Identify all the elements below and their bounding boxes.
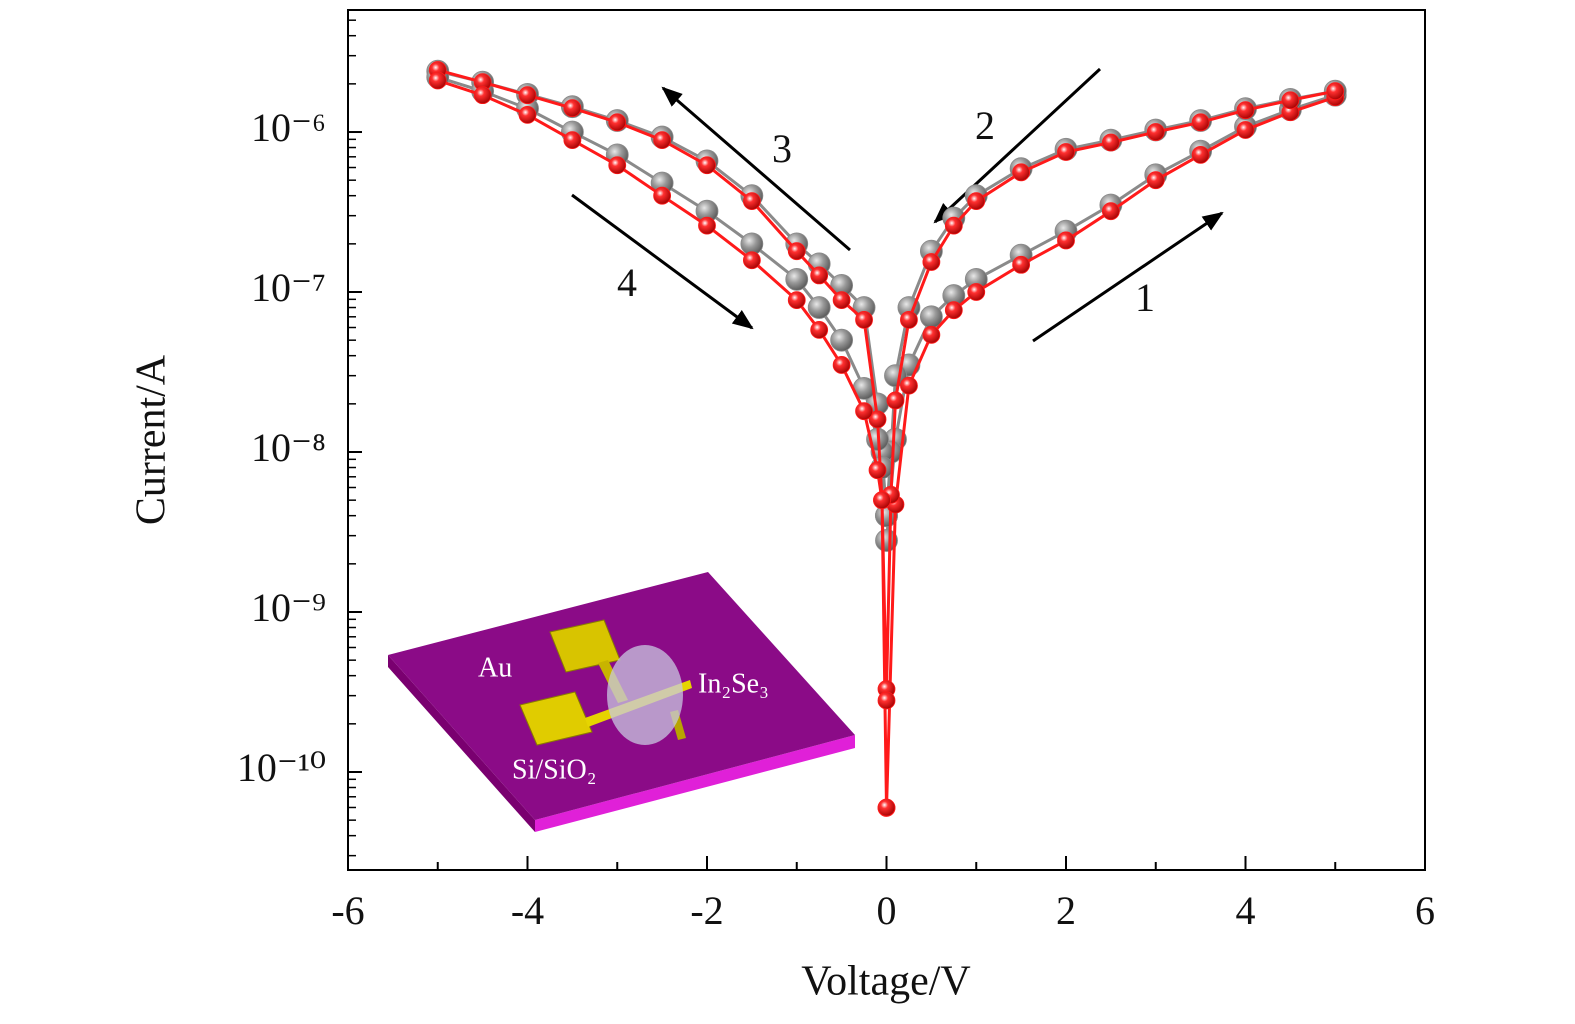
data-point — [428, 71, 447, 90]
data-point — [855, 310, 873, 329]
data-point — [698, 216, 716, 235]
data-point — [830, 328, 854, 352]
data-point — [855, 402, 873, 421]
data-point — [875, 529, 898, 552]
arrows — [571, 67, 1224, 343]
data-point — [1057, 231, 1075, 250]
annotation: 2 — [975, 103, 995, 148]
series-line — [436, 69, 1337, 541]
inset-label: In₂Se₃ — [698, 668, 769, 699]
data-point — [742, 192, 761, 211]
data-point — [900, 310, 918, 329]
x-tick-label: 2 — [1056, 888, 1076, 933]
data-point — [967, 283, 986, 301]
data-point — [563, 99, 582, 118]
data-point — [1101, 133, 1120, 152]
data-point — [1012, 163, 1031, 182]
data-point — [1281, 91, 1300, 110]
data-point — [877, 691, 896, 710]
data-point — [1326, 82, 1345, 101]
inset-label: Au — [478, 652, 512, 683]
data-point — [1057, 143, 1075, 161]
data-point — [1236, 121, 1255, 139]
data-point — [1191, 145, 1210, 164]
data-point — [922, 325, 941, 344]
data-point — [785, 267, 809, 291]
data-point — [1236, 101, 1255, 120]
x-tick-label: 6 — [1415, 888, 1435, 933]
annotation: 4 — [617, 260, 637, 305]
data-point — [873, 491, 891, 510]
data-point — [653, 131, 672, 150]
data-point — [608, 113, 627, 132]
y-tick-label: 10⁻⁷ — [251, 265, 326, 310]
data-point — [868, 410, 887, 429]
inset-label: Si/SiO₂ — [512, 754, 596, 785]
data-point — [1191, 113, 1210, 132]
data-point — [1146, 123, 1165, 141]
x-tick-label: -6 — [331, 888, 364, 933]
data-point — [944, 216, 963, 235]
annotation: 3 — [772, 126, 792, 171]
y-tick-label: 10⁻⁸ — [251, 425, 326, 470]
x-axis-label: Voltage/V — [801, 959, 971, 1005]
data-point — [1012, 255, 1031, 274]
data-point — [807, 296, 831, 319]
y-tick-label: 10⁻⁶ — [251, 105, 326, 150]
data-point — [742, 251, 761, 270]
data-point — [832, 356, 851, 374]
data-point — [1146, 171, 1165, 190]
x-tick-label: 4 — [1236, 888, 1256, 933]
x-tick-label: -4 — [511, 888, 544, 933]
data-point — [810, 320, 829, 339]
data-point — [1101, 202, 1120, 221]
data-point — [787, 242, 806, 261]
data-point — [518, 86, 537, 105]
data-point — [944, 301, 963, 320]
data-point — [787, 291, 806, 310]
data-point — [653, 186, 672, 205]
data-point — [900, 376, 918, 395]
x-tick-label: -2 — [690, 888, 723, 933]
data-point — [698, 156, 716, 175]
y-tick-label: 10⁻⁹ — [251, 585, 326, 630]
data-point — [967, 192, 986, 211]
data-point — [563, 131, 582, 150]
data-point — [832, 291, 851, 310]
x-tick-label: 0 — [877, 888, 897, 933]
annotation: 1 — [1135, 275, 1155, 320]
data-point — [608, 156, 627, 175]
y-tick-label: 10⁻¹⁰ — [237, 745, 326, 790]
data-point — [886, 391, 905, 410]
data-point — [810, 266, 829, 285]
data-point — [877, 798, 896, 817]
device-inset: Au In₂Se₃ Si/SiO₂ — [388, 572, 855, 832]
data-point — [868, 461, 887, 480]
data-point — [922, 253, 941, 271]
data-point — [473, 86, 492, 105]
data-point — [518, 105, 537, 124]
y-axis-label: Current/A — [129, 354, 175, 525]
